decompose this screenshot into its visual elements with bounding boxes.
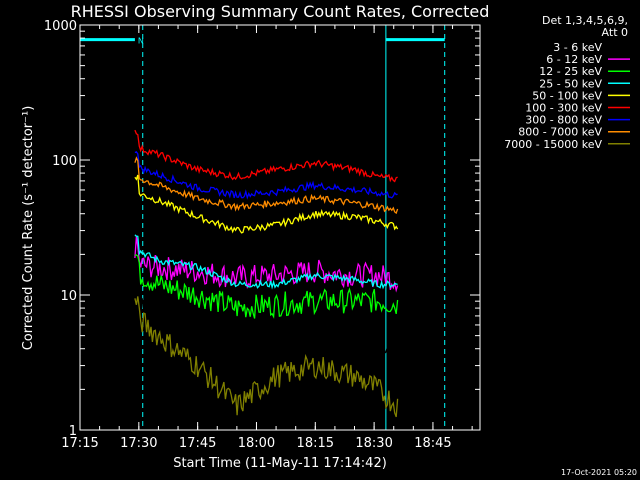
chart-title: RHESSI Observing Summary Count Rates, Co… xyxy=(71,2,490,21)
y-tick-label: 1 xyxy=(69,424,77,439)
x-tick-label: 18:00 xyxy=(238,436,275,451)
x-ticks: 17:15 17:30 17:45 18:00 18:15 18:30 18:45 xyxy=(61,25,473,451)
series-line-4 xyxy=(134,174,399,234)
x-tick-label: 17:45 xyxy=(179,436,216,451)
legend-label: 100 - 300 keV xyxy=(525,102,602,115)
legend-label: 7000 - 15000 keV xyxy=(504,138,602,151)
footer-timestamp: 17-Oct-2021 05:20 xyxy=(561,468,637,477)
series-line-8 xyxy=(134,296,399,418)
plot-frame xyxy=(79,24,481,431)
interval-bar-label: N xyxy=(138,37,144,46)
series-lines xyxy=(134,129,399,418)
legend-label: 300 - 800 keV xyxy=(525,114,602,127)
x-tick-label: 17:15 xyxy=(61,436,98,451)
y-axis-label: Corrected Count Rate (s⁻¹ detector⁻¹) xyxy=(21,106,36,351)
legend-label: 6 - 12 keV xyxy=(546,53,602,66)
x-axis-label: Start Time (11-May-11 17:14:42) xyxy=(173,456,387,471)
y-tick-label: 1000 xyxy=(44,19,77,34)
x-tick-label: 18:15 xyxy=(297,436,334,451)
series-line-3 xyxy=(134,234,398,290)
legend-header: Att 0 xyxy=(602,26,628,39)
legend-label: 12 - 25 keV xyxy=(539,65,602,78)
series-line-0 xyxy=(134,277,399,366)
legend-header: Det 1,3,4,5,6,9, xyxy=(542,14,628,27)
y-ticks: 1 10 100 1000 xyxy=(44,19,480,439)
vertical-markers: N xyxy=(79,25,446,430)
x-tick-label: 18:30 xyxy=(355,436,392,451)
series-line-5 xyxy=(134,129,398,183)
legend-label: 25 - 50 keV xyxy=(539,77,602,90)
x-tick-label: 17:30 xyxy=(120,436,157,451)
series-line-6 xyxy=(134,150,398,200)
series-line-7 xyxy=(134,156,399,215)
series-line-2 xyxy=(134,254,399,319)
legend-label: 800 - 7000 keV xyxy=(518,126,602,139)
legend-label: 50 - 100 keV xyxy=(532,89,602,102)
legend-label: 3 - 6 keV xyxy=(553,41,602,54)
y-tick-label: 10 xyxy=(60,289,77,304)
y-tick-label: 100 xyxy=(52,154,77,169)
x-tick-label: 18:45 xyxy=(414,436,451,451)
